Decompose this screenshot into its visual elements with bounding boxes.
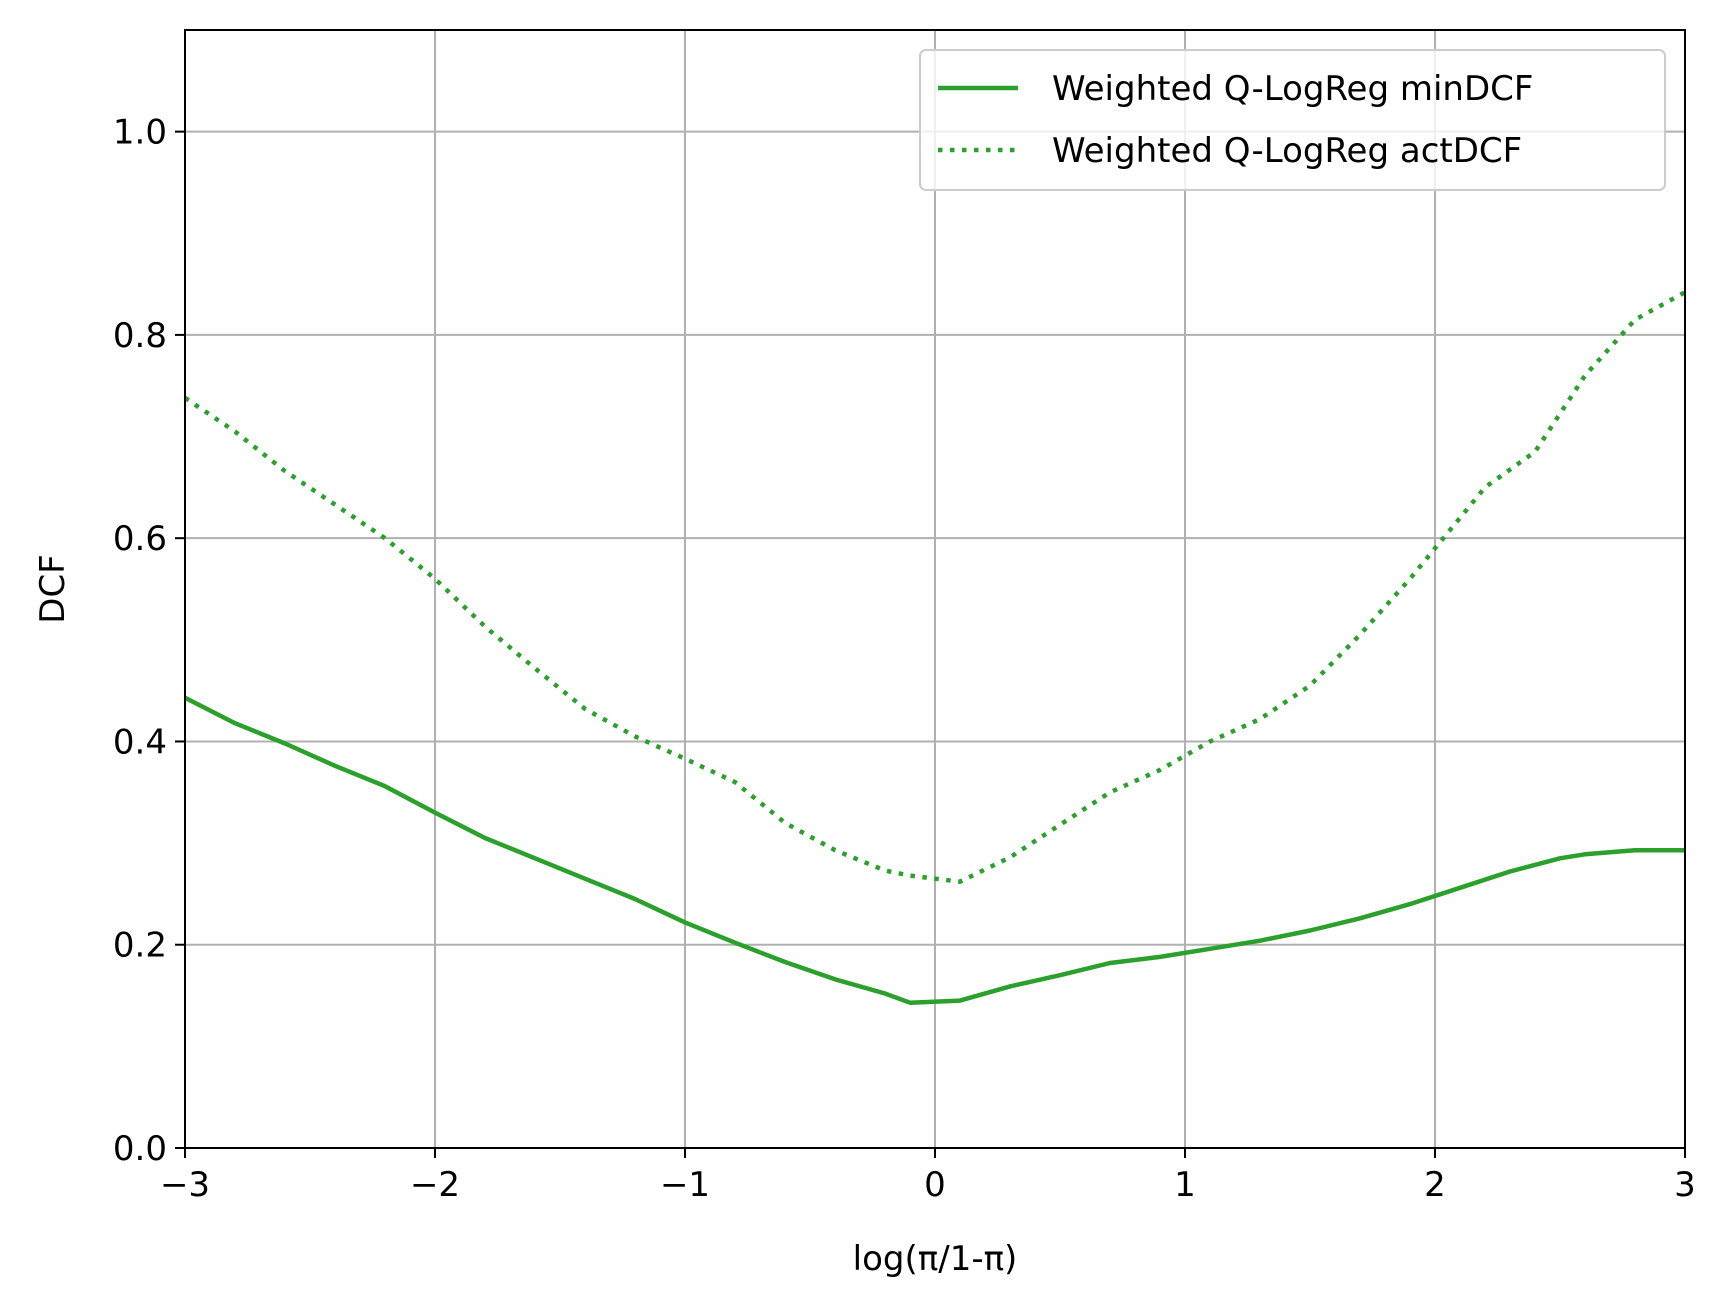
x-tick-label: −2 [410, 1165, 460, 1205]
axis-ticks: −3 −2 −1 0 1 2 3 0.0 0.2 0.4 0.6 0.8 1.0 [113, 113, 1696, 1205]
y-tick-label: 1.0 [113, 113, 167, 153]
legend-box [919, 49, 1666, 191]
x-tick-label: −1 [660, 1165, 710, 1205]
x-tick-label: 3 [1674, 1165, 1696, 1205]
y-tick-label: 0.2 [113, 926, 167, 966]
actdcf-series-line [183, 290, 1687, 884]
y-tick-label: 0.6 [113, 519, 167, 559]
legend-label: Weighted Q-LogReg minDCF [1052, 69, 1533, 109]
series-layer [183, 290, 1687, 1005]
y-axis-title: DCF [33, 554, 73, 623]
y-tick-label: 0.8 [113, 316, 167, 356]
x-tick-label: 1 [1174, 1165, 1196, 1205]
x-tick-label: 2 [1424, 1165, 1446, 1205]
mindcf-series-line [183, 695, 1685, 1005]
x-tick-label: 0 [924, 1165, 946, 1205]
x-axis-title: log(π/1-π) [853, 1239, 1018, 1279]
legend: Weighted Q-LogReg minDCF Weighted Q-LogRe… [919, 49, 1666, 191]
legend-label: Weighted Q-LogReg actDCF [1052, 131, 1522, 171]
y-tick-label: 0.4 [113, 722, 167, 762]
y-tick-label: 0.0 [113, 1129, 167, 1169]
x-tick-label: −3 [160, 1165, 210, 1205]
